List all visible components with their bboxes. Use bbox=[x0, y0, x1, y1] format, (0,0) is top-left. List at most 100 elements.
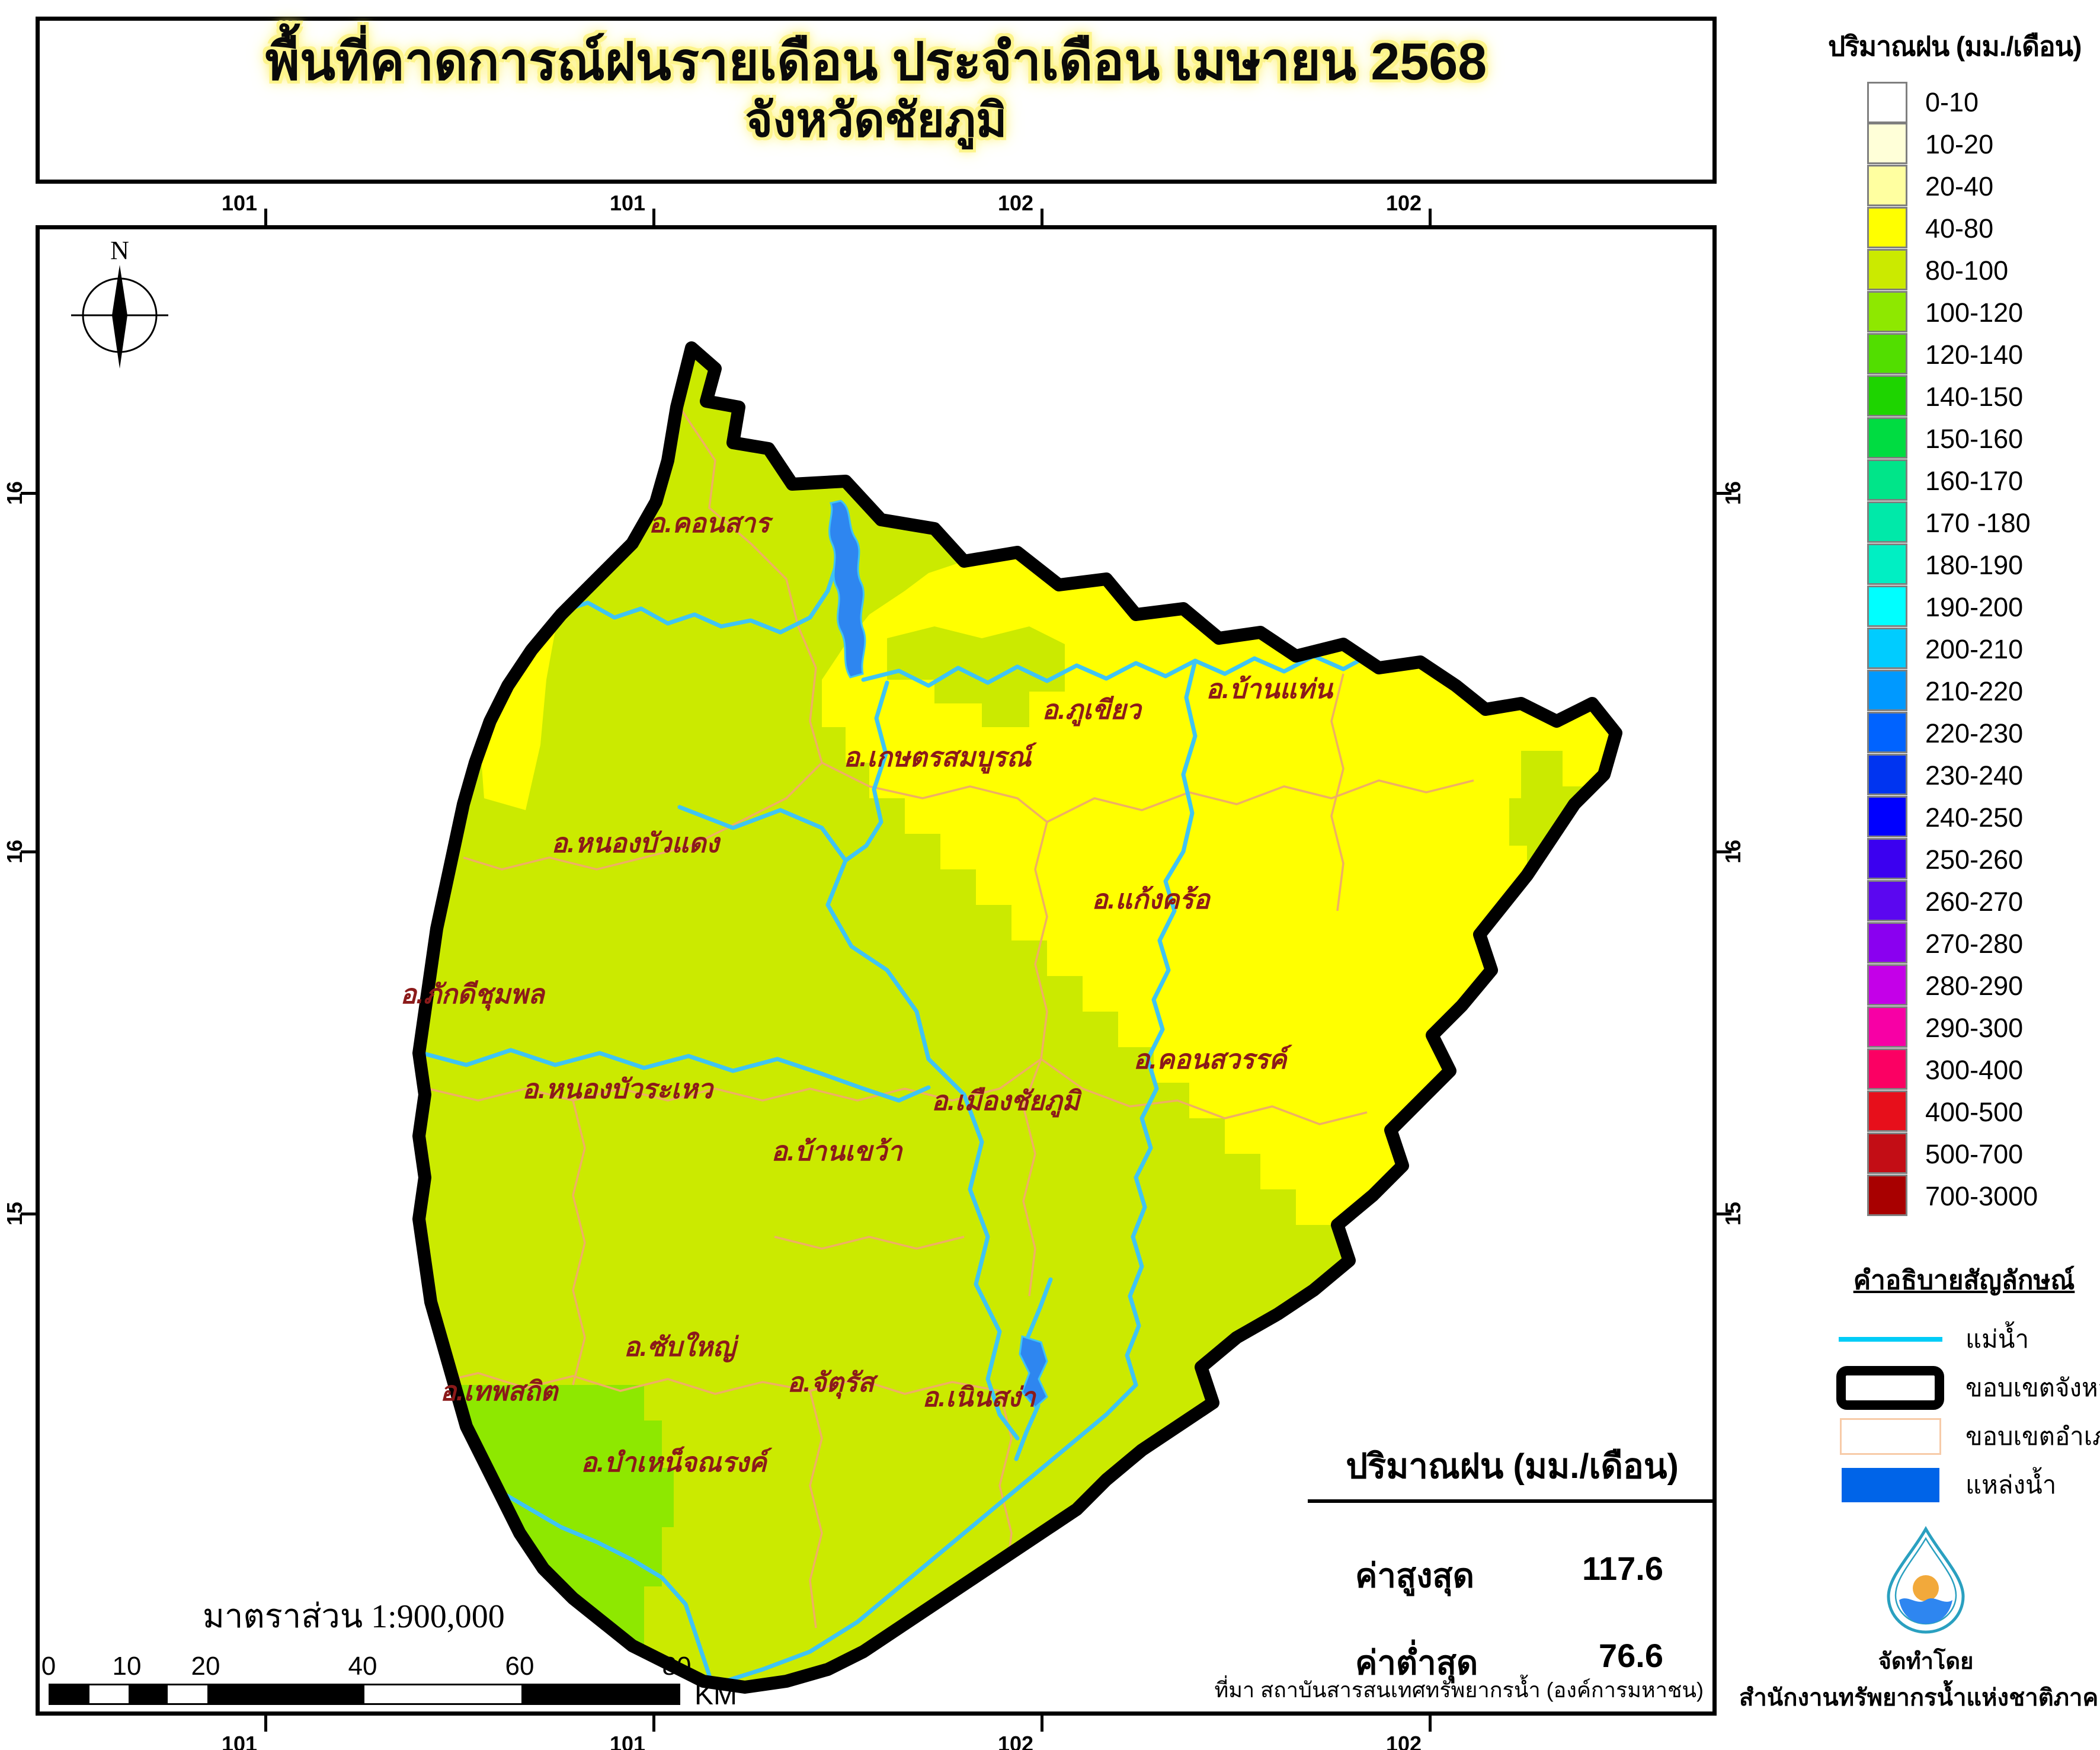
district-label: อ.ซับใหญ่ bbox=[623, 1332, 736, 1362]
legend-range-label: 300-400 bbox=[1925, 1054, 2024, 1085]
scalebar-segment bbox=[50, 1685, 89, 1703]
legend-row: 290-300 bbox=[1828, 1006, 2100, 1049]
compass-north-letter: N bbox=[110, 236, 129, 265]
legend-range-label: 20-40 bbox=[1925, 171, 1994, 201]
scalebar-segment bbox=[89, 1685, 129, 1703]
agency-logo bbox=[1875, 1524, 1976, 1640]
axis-tick bbox=[652, 1716, 655, 1732]
legend-range-label: 140-150 bbox=[1925, 381, 2024, 412]
legend-swatch bbox=[1867, 838, 1907, 879]
legend-swatch bbox=[1867, 249, 1907, 290]
legend-row: 190-200 bbox=[1828, 586, 2100, 628]
legend-row: 230-240 bbox=[1828, 754, 2100, 796]
district-label: อ.บำเหน็จณรงค์ bbox=[581, 1447, 767, 1477]
legend-range-label: 10-20 bbox=[1925, 129, 1994, 159]
legend-swatch bbox=[1867, 501, 1907, 543]
legend-range-label: 160-170 bbox=[1925, 465, 2024, 496]
district-label: อ.หนองบัวแดง bbox=[551, 828, 719, 858]
district-label: อ.หนองบัวระเหว bbox=[522, 1074, 713, 1104]
axis-tick bbox=[21, 850, 36, 853]
legend-row: 270-280 bbox=[1828, 922, 2100, 965]
axis-tick bbox=[1041, 1716, 1043, 1732]
axis-tick bbox=[1717, 850, 1731, 853]
title-box: พื้นที่คาดการณ์ฝนรายเดือน ประจำเดือน เมษ… bbox=[36, 17, 1717, 184]
rainfall-legend: ปริมาณฝน (มม./เดือน) 0-10 10-20 20-40 40-80… bbox=[1828, 25, 2100, 1217]
legend-row: 20-40 bbox=[1828, 165, 2100, 207]
legend-range-label: 500-700 bbox=[1925, 1138, 2024, 1169]
legend-row: 170 -180 bbox=[1828, 501, 2100, 544]
axis-tick bbox=[264, 1716, 267, 1732]
symbol-label: แหล่งน้ำ bbox=[1965, 1471, 2057, 1499]
district-boundaries bbox=[427, 407, 1474, 1629]
legend-swatch bbox=[1867, 1132, 1907, 1174]
legend-swatch bbox=[1867, 1048, 1907, 1090]
axis-label-top: 102 bbox=[1385, 191, 1422, 215]
legend-swatch bbox=[1867, 1175, 1907, 1216]
axis-tick bbox=[1717, 492, 1731, 495]
scale-tick-label: 80 bbox=[662, 1652, 692, 1681]
axis-label-top: 101 bbox=[609, 191, 646, 215]
district-label: อ.จัตุรัส bbox=[787, 1367, 875, 1397]
axis-label-bottom: 102 bbox=[997, 1732, 1034, 1750]
legend-swatch bbox=[1867, 417, 1907, 459]
legend-range-label: 190-200 bbox=[1925, 591, 2024, 622]
legend-range-label: 250-260 bbox=[1925, 844, 2024, 875]
legend-row: 140-150 bbox=[1828, 375, 2100, 418]
district-label: อ.ภักดีชุมพล bbox=[400, 979, 545, 1009]
legend-swatch bbox=[1867, 1090, 1907, 1132]
legend-range-label: 120-140 bbox=[1925, 339, 2024, 370]
legend-swatch bbox=[1867, 333, 1907, 375]
legend-swatch bbox=[1867, 922, 1907, 964]
province-symbol bbox=[1828, 1366, 1952, 1410]
legend-range-label: 210-220 bbox=[1925, 676, 2024, 706]
legend-swatch bbox=[1867, 1006, 1907, 1048]
legend-row: 250-260 bbox=[1828, 838, 2100, 881]
legend-range-label: 100-120 bbox=[1925, 297, 2024, 328]
axis-tick bbox=[1429, 209, 1432, 225]
province-boundary bbox=[412, 341, 1622, 1694]
scale-tick-label: 40 bbox=[348, 1652, 377, 1681]
scale-ratio-label: มาตราส่วน 1:900,000 bbox=[203, 1598, 505, 1635]
symbol-row: ขอบเขตอำเภอ bbox=[1828, 1412, 2100, 1461]
river-symbol bbox=[1828, 1337, 1952, 1342]
legend-swatch bbox=[1867, 375, 1907, 417]
scalebar-segment bbox=[364, 1685, 521, 1703]
legend-range-label: 290-300 bbox=[1925, 1012, 2024, 1043]
legend-swatch bbox=[1867, 123, 1907, 164]
symbol-row: แหล่งน้ำ bbox=[1828, 1461, 2100, 1509]
district-label: อ.บ้านเขว้า bbox=[771, 1136, 902, 1166]
producer-name: สำนักงานทรัพยากรน้ำแห่งชาติภาค 3 bbox=[1739, 1685, 2100, 1711]
scalebar-segment bbox=[129, 1685, 168, 1703]
legend-row: 500-700 bbox=[1828, 1132, 2100, 1175]
scale-tick-label: 20 bbox=[191, 1652, 220, 1681]
district-label: อ.เทพสถิต bbox=[440, 1376, 558, 1406]
legend-swatch bbox=[1867, 459, 1907, 501]
axis-tick bbox=[1041, 209, 1043, 225]
legend-swatch bbox=[1867, 964, 1907, 1006]
legend-row: 150-160 bbox=[1828, 417, 2100, 460]
symbol-label: ขอบเขตอำเภอ bbox=[1965, 1422, 2100, 1450]
axis-tick bbox=[21, 1212, 36, 1215]
legend-title: ปริมาณฝน (มม./เดือน) bbox=[1828, 31, 2082, 62]
scalebar-bar bbox=[49, 1684, 680, 1705]
legend-row: 100-120 bbox=[1828, 291, 2100, 334]
district-label: อ.แก้งคร้อ bbox=[1091, 884, 1210, 914]
symbol-legend: คำอธิบายสัญลักษณ์ แม่น้ำขอบเขตจังหวัดขอบ… bbox=[1828, 1259, 2100, 1509]
stats-min-value: 76.6 bbox=[1599, 1637, 1663, 1674]
legend-range-label: 240-250 bbox=[1925, 802, 2024, 833]
scalebar-segment bbox=[168, 1685, 207, 1703]
district-label: อ.เกษตรสมบูรณ์ bbox=[843, 742, 1032, 772]
legend-range-label: 80-100 bbox=[1925, 255, 2009, 286]
page-subtitle: จังหวัดชัยภูมิ bbox=[745, 94, 1007, 146]
scalebar-segment bbox=[207, 1685, 364, 1703]
water-symbol bbox=[1828, 1468, 1952, 1502]
scalebar-segment bbox=[521, 1685, 678, 1703]
legend-swatch bbox=[1867, 291, 1907, 332]
stats-max-row: ค่าสูงสุด 117.6 bbox=[1308, 1549, 1717, 1602]
legend-swatch bbox=[1867, 543, 1907, 585]
district-label: อ.เนินสง่า bbox=[922, 1382, 1036, 1412]
legend-row: 200-210 bbox=[1828, 628, 2100, 670]
legend-row: 210-220 bbox=[1828, 670, 2100, 712]
legend-range-label: 0-10 bbox=[1925, 87, 1979, 117]
